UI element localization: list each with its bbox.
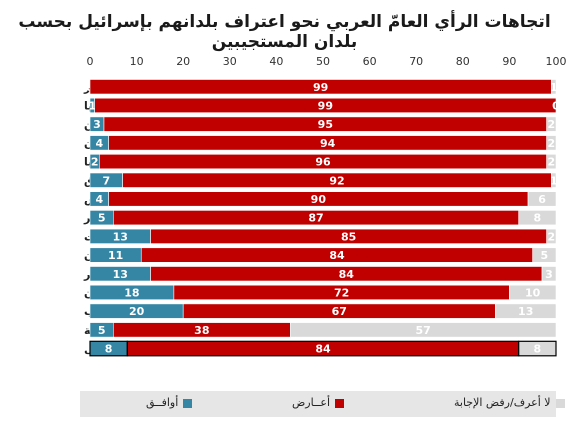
x-tick-label: 0 — [87, 55, 94, 68]
bar-segment — [527, 191, 557, 207]
data-label: 87 — [308, 212, 323, 225]
bar-segment — [546, 228, 557, 244]
x-tick-label: 30 — [223, 55, 237, 68]
x-tick-label: 100 — [546, 55, 567, 68]
data-label: 84 — [329, 249, 345, 262]
data-label: 94 — [320, 137, 336, 150]
bar-segment — [546, 116, 557, 132]
data-label: 99 — [313, 81, 328, 94]
data-label: 38 — [194, 324, 209, 337]
data-label: 8 — [534, 343, 542, 356]
legend-swatch-oppose — [335, 398, 345, 408]
legend-label-oppose: أعــارض — [292, 396, 331, 409]
data-label: 3 — [545, 268, 553, 281]
legend-label-unknown: لا أعرف/رفض الإجابة — [454, 396, 551, 409]
data-label: 96 — [315, 156, 331, 169]
data-label: 4 — [95, 193, 103, 206]
data-label: 5 — [541, 249, 549, 262]
legend: لا أعرف/رفض الإجابة أعــارض أوافــق — [80, 391, 565, 417]
bar-segment — [551, 172, 557, 188]
legend-item-agree: أوافــق — [146, 396, 193, 409]
bar-segment — [495, 303, 557, 319]
data-label: 8 — [534, 212, 542, 225]
bar-segment — [532, 247, 557, 263]
x-tick-label: 50 — [316, 55, 330, 68]
bar-segment — [518, 340, 557, 357]
data-label: 8 — [105, 343, 113, 356]
bar-segment — [551, 79, 557, 95]
x-tick-label: 70 — [409, 55, 423, 68]
data-label: 1 — [550, 81, 558, 94]
data-label: 2 — [548, 137, 556, 150]
data-label: 13 — [113, 268, 128, 281]
legend-swatch-agree — [183, 398, 193, 408]
data-label: 84 — [339, 268, 355, 281]
data-label: 1 — [550, 174, 558, 187]
data-label: 20 — [129, 305, 145, 318]
bar-segment — [546, 154, 557, 170]
bar-segment — [546, 135, 557, 151]
data-label: 3 — [93, 118, 101, 131]
data-label: 67 — [332, 305, 347, 318]
data-label: 90 — [311, 193, 327, 206]
bar-segment — [290, 322, 557, 338]
legend-label-agree: أوافــق — [146, 396, 179, 409]
data-label: 10 — [525, 286, 541, 299]
x-tick-label: 10 — [130, 55, 144, 68]
data-label: 5 — [98, 324, 106, 337]
chart-title: اتجاهات الرأي العامّ العربي نحو اعتراف ب… — [18, 12, 551, 52]
data-label: 2 — [91, 156, 99, 169]
legend-swatch-unknown — [555, 398, 565, 408]
x-tick-label: 80 — [456, 55, 470, 68]
data-label: 92 — [329, 174, 344, 187]
x-tick-label: 40 — [269, 55, 283, 68]
data-label: 72 — [334, 286, 349, 299]
data-label: 99 — [318, 99, 333, 112]
data-label: 57 — [416, 324, 431, 337]
legend-item-oppose: أعــارض — [292, 396, 345, 409]
data-label: 13 — [518, 305, 533, 318]
data-label: 2 — [548, 230, 556, 243]
data-label: 0 — [552, 99, 560, 112]
data-label: 11 — [108, 249, 123, 262]
bar-segment — [509, 284, 557, 301]
data-label: 84 — [315, 343, 331, 356]
data-label: 5 — [98, 212, 106, 225]
data-label: 18 — [124, 286, 139, 299]
bar-segment — [94, 97, 557, 113]
data-label: 7 — [102, 174, 110, 187]
data-label: 95 — [318, 118, 333, 131]
data-label: 6 — [538, 193, 546, 206]
bar-segment — [518, 210, 557, 226]
legend-item-unknown: لا أعرف/رفض الإجابة — [454, 396, 565, 409]
data-label: 13 — [113, 230, 128, 243]
x-tick-label: 20 — [176, 55, 190, 68]
data-label: 2 — [548, 118, 556, 131]
x-tick-label: 60 — [363, 55, 377, 68]
data-label: 2 — [548, 156, 556, 169]
x-tick-label: 90 — [502, 55, 516, 68]
bar-segment — [541, 266, 557, 282]
data-label: 4 — [95, 137, 103, 150]
data-label: 1 — [89, 99, 97, 112]
data-label: 85 — [341, 230, 356, 243]
